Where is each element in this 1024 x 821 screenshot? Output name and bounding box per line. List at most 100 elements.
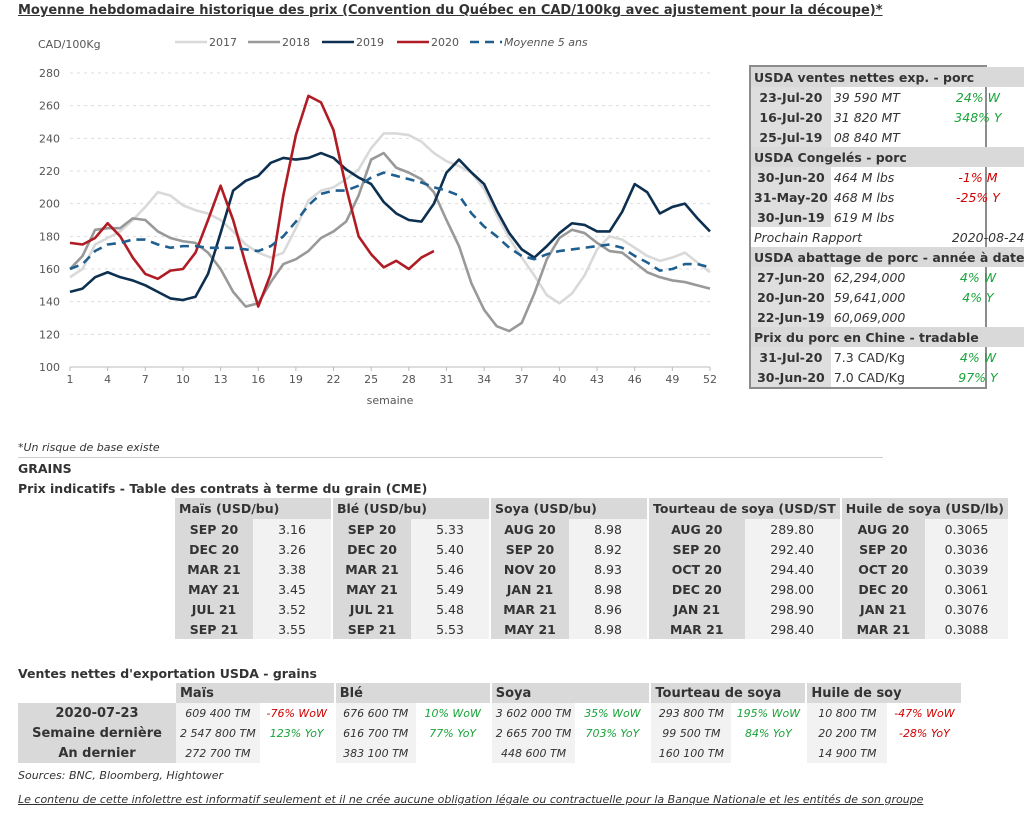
contract-price: 292.40 <box>744 539 840 559</box>
row-value: 468 M lbs <box>833 189 895 205</box>
row-value: 31 820 MT <box>833 109 900 125</box>
indicator-row: 31-Jul-20 7.3 CAD/Kg 4% W <box>751 347 1024 367</box>
row-value: 464 M lbs <box>833 169 895 185</box>
contract-price: 5.53 <box>411 619 489 639</box>
contract-month: MAY 21 <box>331 579 411 599</box>
row-date: 30-Jun-20 <box>751 367 831 387</box>
contract-price: 8.93 <box>569 559 647 579</box>
row-change: -1% M <box>958 169 998 185</box>
disclaimer: Le contenu de cette infolettre est infor… <box>18 793 924 806</box>
row-date: 31-May-20 <box>751 187 831 207</box>
row-date: 30-Jun-20 <box>751 167 831 187</box>
series-line-2018 <box>69 151 711 333</box>
contract-price: 0.3076 <box>924 599 1008 619</box>
next-report-label: Prochain Rapport <box>754 229 863 245</box>
contract-month: OCT 20 <box>647 559 745 579</box>
x-tick-label: 28 <box>402 373 416 386</box>
section-header: Prix du porc en Chine - tradable <box>751 327 1024 347</box>
contract-month: MAR 21 <box>647 619 745 639</box>
contract-price: 5.33 <box>411 519 489 539</box>
contract-month: DEC 20 <box>331 539 411 559</box>
contract-month: JUL 21 <box>331 599 411 619</box>
row-change: -25% Y <box>956 189 1000 205</box>
y-tick-label: 200 <box>39 198 60 211</box>
sales-volume: 10 800 TM <box>805 703 888 723</box>
page-title: Moyenne hebdomadaire historique des prix… <box>18 3 883 18</box>
y-tick-label: 180 <box>39 230 60 243</box>
y-tick-label: 160 <box>39 263 60 276</box>
section-header-label: Prix du porc en Chine - tradable <box>751 327 1024 347</box>
table-row: Semaine dernière 2 547 800 TM 123% YoY 616 … <box>18 723 961 743</box>
x-tick-label: 43 <box>590 373 604 386</box>
sales-volume: 609 400 TM <box>176 703 260 723</box>
row-change <box>928 127 1024 147</box>
x-tick-label: 25 <box>364 373 378 386</box>
contract-price: 3.52 <box>253 599 331 619</box>
column-header: Maïs (USD/bu) <box>175 498 331 519</box>
row-change: 97% Y <box>958 369 998 385</box>
y-tick-label: 100 <box>39 361 60 374</box>
next-report-date: 2020-08-24 <box>951 229 1024 245</box>
row-value: 62,294,000 <box>833 269 906 285</box>
x-tick-label: 16 <box>251 373 265 386</box>
sales-change: 35% WoW <box>584 706 641 720</box>
series-line-2017 <box>69 132 711 305</box>
sales-volume: 448 600 TM <box>489 743 576 763</box>
contract-month: AUG 20 <box>839 519 925 539</box>
contract-price: 5.40 <box>411 539 489 559</box>
sales-change: 10% WoW <box>424 706 481 720</box>
x-tick-label: 13 <box>214 373 228 386</box>
y-tick-label: 140 <box>39 296 60 309</box>
row-change: 4% W <box>959 269 997 285</box>
legend-label: 2020 <box>431 36 459 49</box>
x-tick-label: 49 <box>665 373 679 386</box>
divider <box>18 457 883 458</box>
table-row: JUL 21 3.52 JUL 21 5.48 MAR 21 8.96 JAN 21 298.… <box>175 599 1008 619</box>
grains-heading: GRAINS <box>18 461 72 476</box>
indicator-row: 30-Jun-20 464 M lbs -1% M <box>751 167 1024 187</box>
row-label: Semaine dernière <box>18 723 176 743</box>
row-change: 4% Y <box>962 289 994 305</box>
row-label: An dernier <box>18 743 176 763</box>
contract-month: NOV 20 <box>489 559 569 579</box>
column-header: Maïs <box>176 683 334 703</box>
legend-label: 2019 <box>356 36 384 49</box>
column-header: Soya <box>489 683 650 703</box>
contract-price: 0.3088 <box>924 619 1008 639</box>
y-tick-label: 220 <box>39 165 60 178</box>
y-tick-label: 280 <box>39 67 60 80</box>
x-tick-label: 52 <box>703 373 717 386</box>
row-value: 7.0 CAD/Kg <box>833 369 905 385</box>
column-header: Huile de soy <box>805 683 962 703</box>
sales-change: 703% YoY <box>585 726 640 740</box>
row-value: 39 590 MT <box>833 89 900 105</box>
legend-label: 2018 <box>282 36 310 49</box>
table-row: 2020-07-23 609 400 TM -76% WoW 676 600 TM 10… <box>18 703 961 723</box>
row-value: 619 M lbs <box>833 209 895 225</box>
x-tick-label: 4 <box>104 373 111 386</box>
sales-change: 84% YoY <box>744 726 792 740</box>
row-value: 59,641,000 <box>833 289 906 305</box>
contract-price: 5.48 <box>411 599 489 619</box>
futures-table-title: Prix indicatifs - Table des contrats à t… <box>18 481 428 496</box>
sales-change <box>731 743 805 763</box>
sales-volume: 14 900 TM <box>805 743 888 763</box>
table-row: SEP 21 3.55 SEP 21 5.53 MAY 21 8.98 MAR 21 298.… <box>175 619 1008 639</box>
indicator-row: 22-Jun-19 60,069,000 <box>751 307 1024 327</box>
contract-price: 8.98 <box>569 619 647 639</box>
header-spacer <box>18 683 176 703</box>
section-header: USDA Congelés - porc <box>751 147 1024 167</box>
table-row: An dernier 272 700 TM 383 100 TM 448 600 TM… <box>18 743 961 763</box>
contract-month: JAN 21 <box>489 579 569 599</box>
contract-month: MAR 21 <box>839 619 925 639</box>
row-date: 27-Jun-20 <box>751 267 831 287</box>
export-sales-title: Ventes nettes d'exportation USDA - grain… <box>18 666 317 681</box>
contract-price: 3.26 <box>253 539 331 559</box>
row-change <box>928 207 1024 227</box>
y-tick-label: 260 <box>39 100 60 113</box>
contract-month: SEP 20 <box>489 539 569 559</box>
table-row: MAR 21 3.38 MAR 21 5.46 NOV 20 8.93 OCT 20 294.… <box>175 559 1008 579</box>
legend-label: Moyenne 5 ans <box>504 36 588 49</box>
contract-price: 289.80 <box>744 519 840 539</box>
contract-month: JAN 21 <box>647 599 745 619</box>
